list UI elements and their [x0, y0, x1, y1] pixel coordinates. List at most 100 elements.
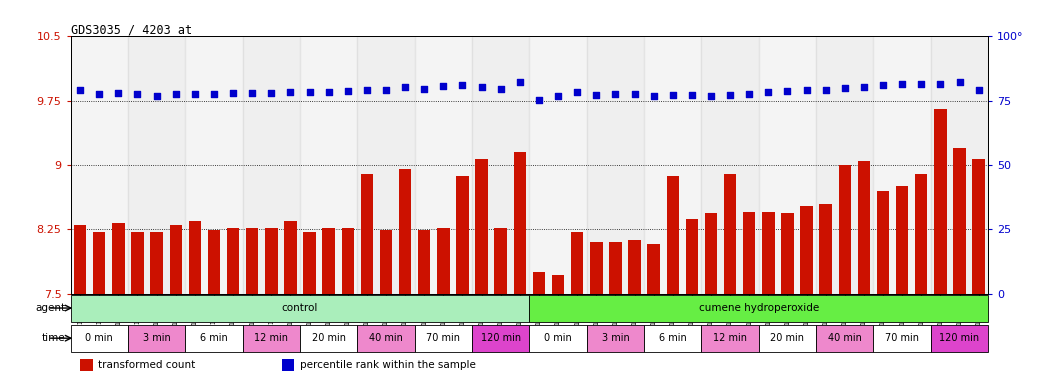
Text: 0 min: 0 min — [85, 333, 113, 343]
Point — [760, 89, 776, 95]
FancyBboxPatch shape — [931, 325, 988, 353]
Bar — [666, 176, 679, 294]
FancyBboxPatch shape — [586, 325, 644, 353]
Bar — [759, 36, 816, 294]
Bar — [743, 212, 756, 294]
Point — [339, 88, 356, 94]
Point — [148, 93, 165, 99]
Bar — [71, 36, 128, 294]
Point — [646, 93, 662, 99]
Bar — [189, 221, 201, 294]
Bar — [609, 242, 622, 294]
Text: agent: agent — [35, 303, 65, 313]
Bar — [590, 242, 602, 294]
Point — [167, 91, 184, 97]
Bar — [93, 232, 106, 294]
Point — [798, 88, 815, 94]
Bar — [494, 228, 507, 294]
Point — [607, 91, 624, 97]
FancyBboxPatch shape — [185, 325, 243, 353]
Point — [72, 88, 88, 94]
Bar — [857, 161, 870, 294]
Point — [780, 88, 796, 94]
Bar — [243, 36, 300, 294]
Text: 6 min: 6 min — [200, 333, 227, 343]
Bar — [782, 213, 794, 294]
Bar — [686, 219, 699, 294]
Text: 12 min: 12 min — [713, 333, 747, 343]
Bar — [128, 36, 185, 294]
Point — [263, 90, 279, 96]
FancyBboxPatch shape — [759, 325, 816, 353]
Bar — [169, 225, 182, 294]
Point — [378, 86, 394, 93]
Bar — [74, 225, 86, 294]
FancyBboxPatch shape — [529, 325, 586, 353]
Point — [913, 81, 930, 88]
FancyBboxPatch shape — [816, 325, 873, 353]
Point — [721, 92, 738, 98]
Point — [875, 82, 892, 88]
Bar — [360, 174, 373, 294]
Bar — [323, 228, 335, 294]
Bar — [246, 228, 258, 294]
Text: cumene hydroperoxide: cumene hydroperoxide — [699, 303, 819, 313]
Text: 70 min: 70 min — [427, 333, 461, 343]
Bar — [571, 232, 583, 294]
Point — [435, 83, 452, 89]
Point — [588, 92, 604, 98]
Point — [206, 91, 222, 97]
Bar — [131, 232, 143, 294]
Text: 20 min: 20 min — [770, 333, 804, 343]
Point — [321, 89, 337, 95]
Bar — [819, 204, 831, 294]
Bar — [877, 191, 890, 294]
Text: 40 min: 40 min — [828, 333, 862, 343]
Bar — [303, 232, 316, 294]
Bar — [839, 165, 851, 294]
FancyBboxPatch shape — [873, 325, 931, 353]
Bar — [185, 36, 243, 294]
Bar — [437, 228, 449, 294]
Bar — [800, 206, 813, 294]
Point — [244, 90, 261, 96]
FancyBboxPatch shape — [529, 295, 988, 322]
Bar — [702, 36, 759, 294]
Text: 12 min: 12 min — [254, 333, 289, 343]
Point — [225, 90, 242, 96]
Point — [684, 92, 701, 98]
Bar — [380, 230, 392, 294]
Point — [971, 88, 987, 94]
Bar — [628, 240, 640, 294]
Bar — [934, 109, 947, 294]
Bar — [973, 159, 985, 294]
Point — [187, 91, 203, 97]
Text: 6 min: 6 min — [659, 333, 686, 343]
Bar — [529, 36, 586, 294]
Bar — [208, 230, 220, 294]
FancyBboxPatch shape — [243, 325, 300, 353]
Point — [894, 81, 910, 88]
FancyBboxPatch shape — [472, 325, 529, 353]
Text: GDS3035 / 4203_at: GDS3035 / 4203_at — [71, 23, 192, 36]
Point — [282, 89, 299, 95]
Point — [703, 93, 719, 99]
Bar — [723, 174, 736, 294]
Text: time: time — [42, 333, 65, 343]
FancyBboxPatch shape — [71, 325, 128, 353]
Point — [473, 84, 490, 90]
Text: 3 min: 3 min — [602, 333, 629, 343]
Text: 120 min: 120 min — [939, 333, 980, 343]
Text: 3 min: 3 min — [143, 333, 170, 343]
Bar — [399, 169, 411, 294]
Bar — [284, 221, 297, 294]
FancyBboxPatch shape — [300, 325, 357, 353]
Bar — [357, 36, 414, 294]
Point — [741, 91, 758, 97]
Point — [416, 86, 433, 92]
Point — [932, 81, 949, 87]
Point — [837, 85, 853, 91]
Point — [91, 91, 108, 97]
Text: 20 min: 20 min — [311, 333, 346, 343]
Bar — [896, 187, 908, 294]
